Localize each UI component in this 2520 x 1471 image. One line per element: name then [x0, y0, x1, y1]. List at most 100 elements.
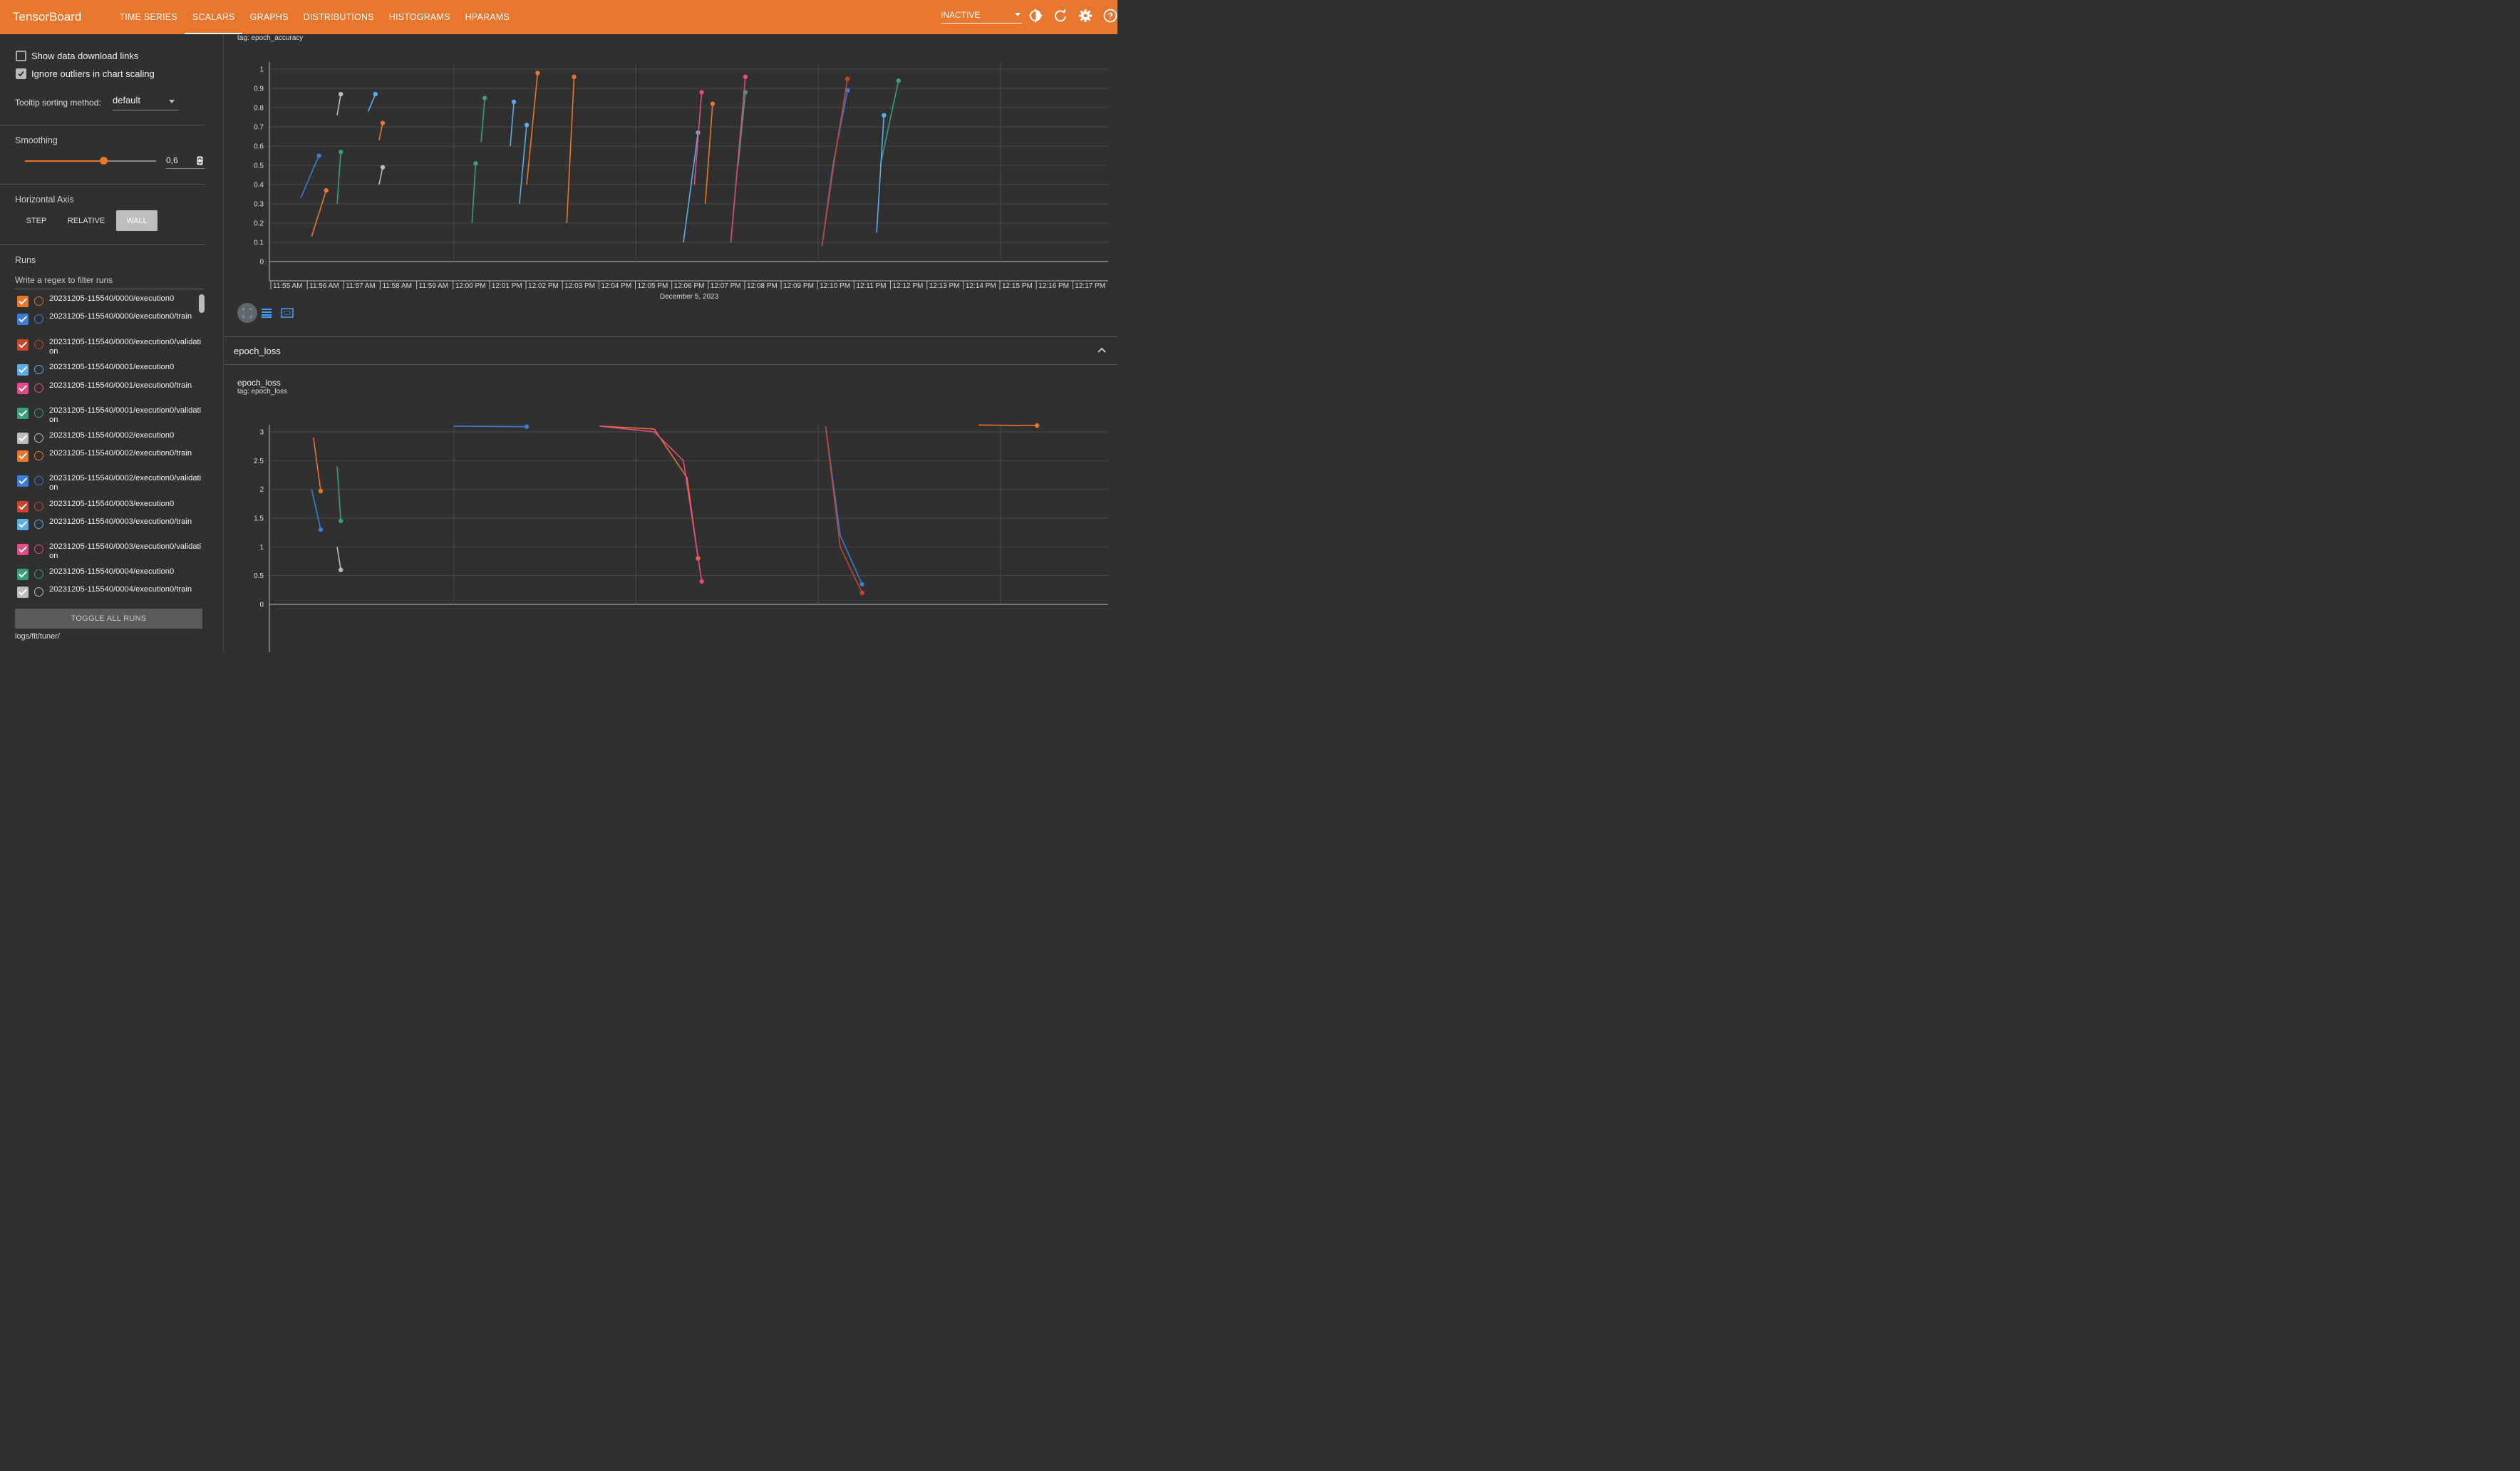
- run-color-swatch[interactable]: [34, 476, 43, 485]
- run-color-swatch[interactable]: [34, 433, 43, 443]
- series-point: [859, 582, 864, 587]
- loss-group-header[interactable]: epoch_loss: [224, 336, 1117, 365]
- run-checkbox[interactable]: [17, 383, 29, 394]
- run-checkbox[interactable]: [17, 544, 29, 555]
- series-line: [336, 466, 341, 522]
- y-tick-label: 0.5: [254, 572, 264, 580]
- run-checkbox[interactable]: [17, 339, 29, 351]
- series-line: [378, 123, 383, 141]
- x-tick-label: 11:55 AM: [273, 282, 303, 290]
- runs-scrollbar[interactable]: [199, 294, 205, 313]
- series-line: [879, 81, 899, 166]
- refresh-icon[interactable]: [1053, 9, 1068, 23]
- series-point: [699, 90, 704, 95]
- ignore-outliers-label: Ignore outliers in chart scaling: [31, 68, 155, 79]
- run-color-swatch[interactable]: [34, 383, 43, 393]
- fit-domain-button[interactable]: [237, 303, 257, 323]
- smoothing-slider[interactable]: [25, 157, 156, 165]
- tab-distributions[interactable]: DISTRIBUTIONS: [303, 12, 374, 22]
- status-select[interactable]: INACTIVE: [941, 7, 1022, 24]
- runs-filter-placeholder: Write a regex to filter runs: [15, 275, 113, 285]
- show-download-links-checkbox[interactable]: [16, 51, 26, 61]
- series-line: [378, 167, 383, 185]
- runs-filter-input[interactable]: Write a regex to filter runs: [15, 274, 203, 289]
- smoothing-label: Smoothing: [15, 135, 58, 145]
- run-color-swatch[interactable]: [34, 451, 43, 460]
- run-color-swatch[interactable]: [34, 365, 43, 374]
- log-directory: logs/fit/tuner/: [15, 632, 60, 641]
- x-tick-label: 12:10 PM: [820, 282, 850, 290]
- run-checkbox[interactable]: [17, 314, 29, 325]
- tab-histograms[interactable]: HISTOGRAMS: [388, 12, 450, 22]
- select-region-icon[interactable]: [281, 307, 294, 319]
- run-name: 20231205-115540/0002/execution0/train: [49, 449, 192, 458]
- run-name: 20231205-115540/0003/execution0: [49, 500, 175, 508]
- tab-graphs[interactable]: GRAPHS: [249, 12, 289, 22]
- series-line: [704, 103, 713, 205]
- run-name: 20231205-115540/0000/execution0/train: [49, 312, 192, 321]
- series-line: [683, 132, 699, 243]
- loss-chart-title: epoch_loss: [237, 378, 281, 388]
- x-tick-label: 12:15 PM: [1002, 282, 1033, 290]
- run-color-swatch[interactable]: [34, 502, 43, 511]
- app-brand: TensorBoard: [13, 10, 82, 24]
- chart-toolbar: [237, 303, 309, 323]
- loss-chart-tag: tag: epoch_loss: [237, 388, 288, 396]
- x-tick-label: 12:03 PM: [564, 282, 595, 290]
- x-tick-label: 12:11 PM: [856, 282, 886, 290]
- run-color-swatch[interactable]: [34, 544, 43, 554]
- settings-icon[interactable]: [1078, 9, 1093, 23]
- toggle-all-runs-button[interactable]: TOGGLE ALL RUNS: [15, 609, 202, 629]
- smoothing-slider-thumb[interactable]: [100, 157, 108, 165]
- run-checkbox[interactable]: [17, 501, 29, 512]
- series-point: [699, 579, 704, 584]
- series-point: [473, 161, 478, 166]
- series-point: [380, 120, 386, 125]
- x-tick-label: 12:06 PM: [674, 282, 705, 290]
- series-line: [300, 155, 320, 199]
- log-scale-icon[interactable]: [261, 307, 272, 319]
- series-line: [737, 92, 746, 166]
- run-checkbox[interactable]: [17, 569, 29, 580]
- run-color-swatch[interactable]: [34, 340, 43, 349]
- run-checkbox[interactable]: [17, 587, 29, 598]
- run-checkbox[interactable]: [17, 364, 29, 376]
- axis-relative-button[interactable]: RELATIVE: [67, 216, 105, 225]
- run-color-swatch[interactable]: [34, 408, 43, 418]
- run-color-swatch[interactable]: [34, 587, 43, 597]
- run-color-swatch[interactable]: [34, 520, 43, 529]
- run-color-swatch[interactable]: [34, 314, 43, 324]
- theme-toggle-icon[interactable]: [1028, 9, 1043, 23]
- series-line: [336, 93, 341, 115]
- help-icon[interactable]: ?: [1103, 9, 1117, 23]
- ignore-outliers-checkbox[interactable]: [16, 68, 26, 79]
- run-checkbox[interactable]: [17, 450, 29, 462]
- axis-wall-button[interactable]: WALL: [116, 210, 158, 231]
- chevron-up-icon[interactable]: [1098, 347, 1106, 353]
- accuracy-chart[interactable]: 0 0.1 0.2 0.3 0.4 0.5 0.6 0.7 0.8 0.9 1 11:55 AM 11:…: [224, 56, 1117, 325]
- series-point: [896, 78, 901, 83]
- spinner-icon[interactable]: [197, 156, 203, 165]
- series-line: [311, 489, 321, 530]
- tooltip-sorting-select[interactable]: default: [113, 94, 179, 110]
- series-point: [373, 91, 378, 97]
- run-checkbox[interactable]: [17, 475, 29, 487]
- run-checkbox[interactable]: [17, 519, 29, 530]
- tab-time-series[interactable]: TIME SERIES: [119, 12, 177, 22]
- axis-step-button[interactable]: STEP: [26, 216, 47, 225]
- x-tick-label: 11:57 AM: [346, 282, 376, 290]
- tab-scalars[interactable]: SCALARS: [185, 0, 242, 34]
- run-checkbox[interactable]: [17, 296, 29, 307]
- tab-hparams[interactable]: HPARAMS: [465, 12, 510, 22]
- run-name: 20231205-115540/0004/execution0: [49, 567, 175, 576]
- run-checkbox[interactable]: [17, 433, 29, 444]
- series-line: [336, 547, 341, 570]
- run-checkbox[interactable]: [17, 408, 29, 419]
- smoothing-input[interactable]: 0,6: [166, 154, 205, 169]
- series-point: [743, 74, 748, 79]
- series-line: [566, 76, 575, 224]
- run-color-swatch[interactable]: [34, 569, 43, 579]
- run-color-swatch[interactable]: [34, 296, 43, 306]
- y-tick-label: 0.2: [254, 220, 264, 228]
